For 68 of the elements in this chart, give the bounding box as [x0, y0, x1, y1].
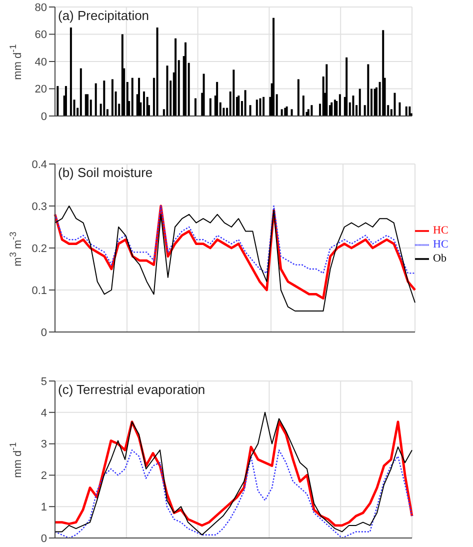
bar [286, 106, 288, 116]
bar [352, 96, 354, 116]
bar [138, 78, 140, 116]
y-tick-label: 0.1 [32, 284, 47, 297]
bar [244, 90, 246, 116]
bar [408, 106, 411, 116]
line-series [54, 205, 416, 274]
bar [280, 109, 283, 116]
y-tick-label: 80 [34, 2, 47, 14]
bar [156, 27, 158, 116]
bar [394, 92, 396, 116]
bar [326, 64, 328, 116]
legend-label: HC [433, 224, 448, 237]
bar [284, 108, 286, 116]
y-tick-label: 0 [40, 532, 47, 545]
bar [184, 42, 187, 116]
bar [131, 78, 134, 116]
bar [216, 82, 218, 116]
bar [166, 66, 168, 116]
chart-title: (c) Terrestrial evaporation [58, 382, 206, 397]
bar [94, 83, 97, 116]
bar [70, 27, 72, 116]
bar [346, 57, 348, 116]
bar [310, 105, 313, 116]
y-tick-label: 60 [34, 29, 47, 42]
y-tick-label: 3 [40, 438, 47, 451]
bar [330, 102, 333, 116]
y-tick-label: 0 [40, 326, 47, 339]
y-tick-label: 0.2 [32, 242, 47, 255]
bar [174, 38, 177, 116]
bar [64, 86, 67, 116]
y-tick-label: 2 [40, 470, 47, 482]
legend-label: Ob [433, 252, 446, 265]
bar [302, 96, 304, 116]
y-tick-label: 5 [40, 376, 47, 388]
bar [232, 70, 235, 116]
bar [338, 94, 341, 116]
bar [307, 109, 310, 116]
bar [297, 79, 300, 116]
bar [398, 102, 401, 116]
bar [194, 98, 196, 116]
y-tick-label: 0.3 [32, 200, 47, 213]
bar [405, 106, 408, 116]
chart-title: (b) Soil moisture [58, 165, 153, 180]
bar [103, 80, 106, 116]
chart-title: (a) Precipitation [58, 8, 150, 23]
bar [272, 18, 275, 116]
bar [367, 64, 370, 116]
y-tick-label: 4 [40, 407, 47, 420]
bar [111, 79, 114, 116]
bar [56, 86, 59, 116]
y-tick-label: 0 [40, 110, 47, 123]
y-tick-label: 40 [34, 56, 47, 68]
bar [259, 98, 262, 116]
bar [382, 30, 384, 116]
bar [249, 105, 252, 116]
bar [143, 91, 146, 116]
bar [262, 96, 265, 116]
bar [80, 68, 82, 116]
bar [209, 98, 212, 116]
y-tick-label: 1 [40, 502, 47, 514]
bar [256, 100, 258, 116]
bar [290, 109, 293, 116]
y-tick-label: 0.4 [32, 158, 47, 171]
bar [202, 74, 205, 116]
bar [358, 88, 361, 116]
legend-label: HC [433, 238, 448, 251]
y-tick-label: 20 [34, 84, 47, 96]
